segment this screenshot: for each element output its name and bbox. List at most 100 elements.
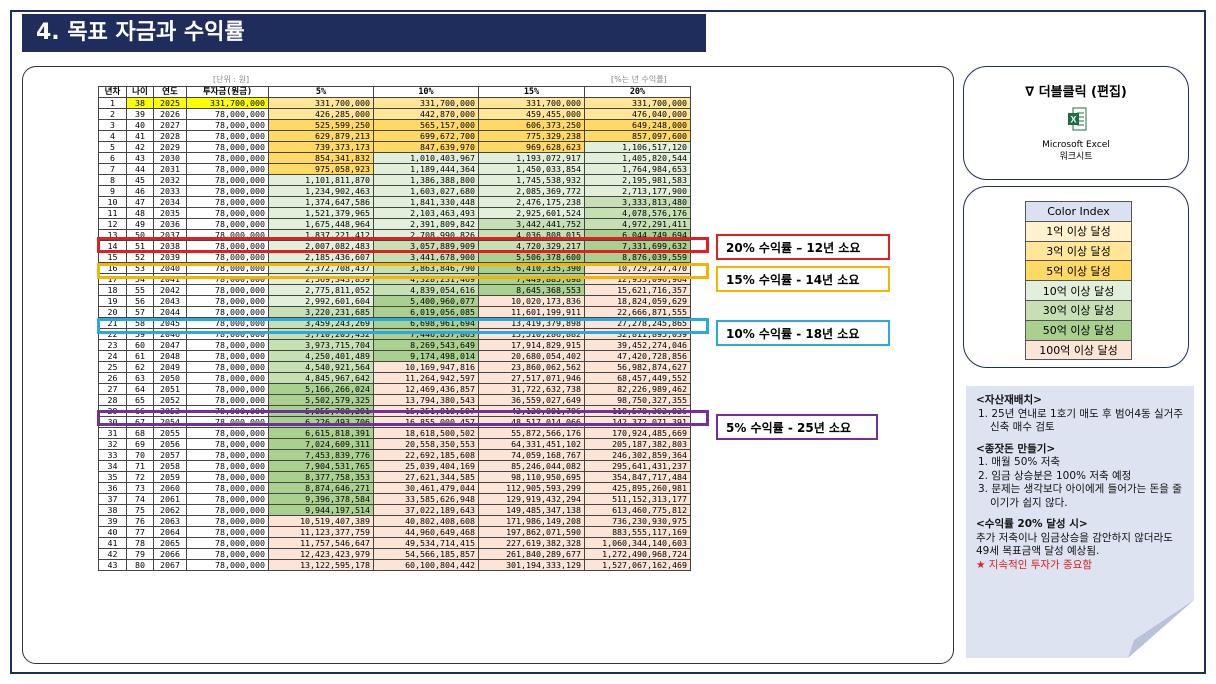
value-15pct-cell: 2,925,601,524 bbox=[478, 207, 585, 219]
header-age: 나이 bbox=[126, 86, 154, 98]
highlight-row-12 bbox=[97, 237, 709, 253]
year-index-cell: 4 bbox=[98, 130, 127, 142]
principal-cell: 78,000,000 bbox=[186, 196, 269, 208]
principal-cell: 78,000,000 bbox=[186, 515, 269, 527]
embedded-excel-panel[interactable]: ∇ 더블클릭 (편집) X Microsoft Excel 워크시트 bbox=[963, 66, 1189, 180]
principal-cell: 78,000,000 bbox=[186, 471, 269, 483]
year-cell: 2030 bbox=[153, 152, 187, 164]
value-5pct-cell: 739,373,173 bbox=[268, 141, 374, 153]
value-5pct-cell: 4,250,401,489 bbox=[268, 350, 374, 362]
age-cell: 46 bbox=[126, 185, 154, 197]
year-cell: 2034 bbox=[153, 196, 187, 208]
year-cell: 2031 bbox=[153, 163, 187, 175]
year-index-cell: 23 bbox=[98, 339, 127, 351]
edit-hint: ∇ 더블클릭 (편집) bbox=[1025, 85, 1127, 100]
svg-text:X: X bbox=[1070, 115, 1076, 125]
table-row: 42 79 2066 78,000,000 12,423,423,979 54,566,1… bbox=[98, 548, 691, 560]
value-15pct-cell: 2,085,369,772 bbox=[478, 185, 585, 197]
unit-note-left: [단위 : 원] bbox=[213, 75, 250, 84]
table-row: 10 47 2034 78,000,000 1,374,647,586 1,841,330… bbox=[98, 196, 691, 208]
year-index-cell: 3 bbox=[98, 119, 127, 131]
year-index-cell: 37 bbox=[98, 493, 127, 505]
principal-cell: 331,700,000 bbox=[186, 97, 269, 109]
color-index-panel: Color Index 1억 이상 달성 3억 이상 달성 5억 이상 달성 1… bbox=[963, 186, 1189, 368]
year-cell: 2025 bbox=[153, 97, 187, 109]
value-20pct-cell: 39,452,274,046 bbox=[584, 339, 691, 351]
table-row: 41 78 2065 78,000,000 11,757,546,647 49,534,7… bbox=[98, 537, 691, 549]
value-10pct-cell: 33,585,626,948 bbox=[373, 493, 479, 505]
age-cell: 78 bbox=[126, 537, 154, 549]
value-10pct-cell: 1,386,388,800 bbox=[373, 174, 479, 186]
year-index-cell: 42 bbox=[98, 548, 127, 560]
value-15pct-cell: 112,905,593,299 bbox=[478, 482, 585, 494]
table-row: 30 67 2054 78,000,000 6,226,493,706 16,855,00… bbox=[98, 416, 691, 428]
value-15pct-cell: 261,840,289,677 bbox=[478, 548, 585, 560]
age-cell: 52 bbox=[126, 251, 154, 263]
year-index-cell: 24 bbox=[98, 350, 127, 362]
table-row: 40 77 2064 78,000,000 11,123,377,759 44,960,6… bbox=[98, 526, 691, 538]
value-20pct-cell: 47,420,728,856 bbox=[584, 350, 691, 362]
value-15pct-cell: 2,476,175,238 bbox=[478, 196, 585, 208]
color-index-item: 1억 이상 달성 bbox=[1025, 220, 1132, 242]
age-cell: 41 bbox=[126, 130, 154, 142]
principal-cell: 78,000,000 bbox=[186, 350, 269, 362]
principal-cell: 78,000,000 bbox=[186, 449, 269, 461]
note-item: 1. 매월 50% 저축 bbox=[978, 456, 1061, 468]
year-index-cell: 38 bbox=[98, 504, 127, 516]
age-cell: 62 bbox=[126, 361, 154, 373]
value-10pct-cell: 8,269,543,649 bbox=[373, 339, 479, 351]
value-15pct-cell: 301,194,333,129 bbox=[478, 559, 585, 571]
year-index-cell: 41 bbox=[98, 537, 127, 549]
value-15pct-cell: 227,619,382,328 bbox=[478, 537, 585, 549]
value-10pct-cell: 22,692,185,608 bbox=[373, 449, 479, 461]
principal-cell: 78,000,000 bbox=[186, 493, 269, 505]
age-cell: 60 bbox=[126, 339, 154, 351]
value-5pct-cell: 8,377,758,353 bbox=[268, 471, 374, 483]
table-row: 8 45 2032 78,000,000 1,101,811,870 1,386,388,… bbox=[98, 174, 691, 186]
value-10pct-cell: 37,022,189,643 bbox=[373, 504, 479, 516]
year-cell: 2058 bbox=[153, 460, 187, 472]
note-item: 3. 문제는 생각보다 아이에게 들어가는 돈을 줄이기가 쉽지 않다. bbox=[978, 483, 1182, 509]
age-cell: 74 bbox=[126, 493, 154, 505]
year-cell: 2063 bbox=[153, 515, 187, 527]
year-cell: 2061 bbox=[153, 493, 187, 505]
value-5pct-cell: 10,519,407,389 bbox=[268, 515, 374, 527]
value-10pct-cell: 25,039,404,169 bbox=[373, 460, 479, 472]
unit-note-right: [%는 년 수익률] bbox=[611, 75, 667, 84]
page-curl-decoration bbox=[1128, 600, 1194, 658]
age-cell: 65 bbox=[126, 394, 154, 406]
value-10pct-cell: 1,841,330,448 bbox=[373, 196, 479, 208]
highlight-row-25 bbox=[97, 410, 709, 426]
value-5pct-cell: 1,521,379,965 bbox=[268, 207, 374, 219]
excel-caption-line1: Microsoft Excel bbox=[1042, 140, 1110, 150]
age-cell: 80 bbox=[126, 559, 154, 571]
year-index-cell: 2 bbox=[98, 108, 127, 120]
value-15pct-cell: 149,485,347,138 bbox=[478, 504, 585, 516]
age-cell: 57 bbox=[126, 306, 154, 318]
value-15pct-cell: 17,914,829,915 bbox=[478, 339, 585, 351]
color-index-item: 3억 이상 달성 bbox=[1025, 240, 1132, 262]
value-15pct-cell: 98,110,950,695 bbox=[478, 471, 585, 483]
notes-card: <자산재배치> 1. 25년 연내로 1호기 매도 후 범어4동 실거주 신축 … bbox=[966, 386, 1194, 658]
label-20pct: 20% 수익률 – 12년 소요 bbox=[716, 234, 890, 260]
value-5pct-cell: 629,879,213 bbox=[268, 130, 374, 142]
year-cell: 2055 bbox=[153, 427, 187, 439]
header-principal: 투자금(원금) bbox=[186, 86, 269, 98]
value-15pct-cell: 31,722,632,738 bbox=[478, 383, 585, 395]
table-row: 18 55 2042 78,000,000 2,775,811,052 4,839,054… bbox=[98, 284, 691, 296]
excel-icon[interactable]: X bbox=[1067, 107, 1087, 131]
value-5pct-cell: 3,973,715,704 bbox=[268, 339, 374, 351]
value-15pct-cell: 64,331,451,102 bbox=[478, 438, 585, 450]
principal-cell: 78,000,000 bbox=[186, 526, 269, 538]
note-paragraph: 추가 저축이나 임금상승을 감안하지 않더라도 49세 목표금액 달성 예상됨. bbox=[976, 531, 1173, 558]
age-cell: 72 bbox=[126, 471, 154, 483]
age-cell: 71 bbox=[126, 460, 154, 472]
table-row: 31 68 2055 78,000,000 6,615,818,391 18,618,50… bbox=[98, 427, 691, 439]
note-heading-20pct: <수익률 20% 달성 시> bbox=[976, 518, 1088, 530]
principal-cell: 78,000,000 bbox=[186, 438, 269, 450]
header-year-index: 년차 bbox=[98, 86, 127, 98]
label-5pct: 5% 수익률 - 25년 소요 bbox=[716, 414, 878, 440]
value-5pct-cell: 7,904,531,765 bbox=[268, 460, 374, 472]
age-cell: 69 bbox=[126, 438, 154, 450]
principal-cell: 78,000,000 bbox=[186, 185, 269, 197]
